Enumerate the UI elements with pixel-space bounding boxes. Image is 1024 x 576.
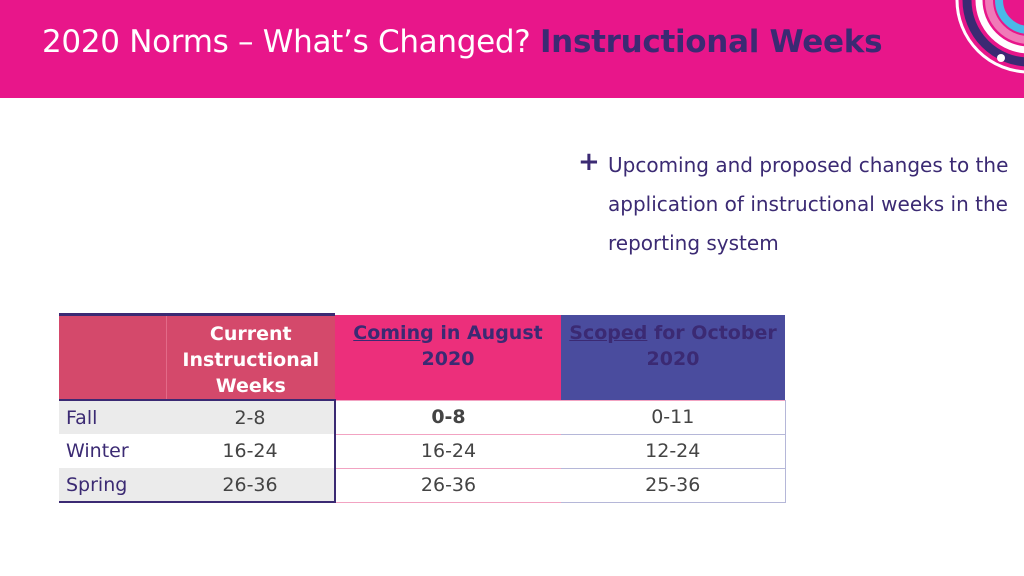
header-coming-underlined: Coming [353,321,434,344]
header-scoped-underlined: Scoped [569,321,648,344]
header-coming: Coming in August 2020 [335,314,561,400]
table-row: Winter 16-24 16-24 12-24 [59,434,786,469]
table-row: Fall 2-8 0-8 0-11 [59,399,786,435]
page-title: 2020 Norms – What’s Changed? Instruction… [42,24,883,60]
header-bar: 2020 Norms – What’s Changed? Instruction… [0,0,1024,98]
coming-weeks: 26-36 [335,468,561,503]
header-coming-rest: in August 2020 [421,321,543,370]
coming-weeks: 16-24 [335,434,561,469]
header-current: Current Instructional Weeks [165,313,335,400]
term-label: Fall [59,399,166,434]
header-empty-cell [59,313,166,400]
header-scoped-rest: for October 2020 [646,321,777,370]
current-weeks: 26-36 [166,468,336,503]
coming-weeks: 0-8 [335,399,561,435]
current-weeks: 16-24 [166,434,336,468]
table-row: Spring 26-36 26-36 25-36 [59,468,786,503]
term-label: Spring [59,468,166,503]
scoped-weeks: 0-11 [561,399,786,435]
decorative-rings-icon [955,0,1024,74]
header-current-label: Current Instructional Weeks [182,323,320,397]
header-scoped: Scoped for October 2020 [561,314,785,400]
current-weeks: 2-8 [166,399,336,434]
instructional-weeks-table: Current Instructional Weeks Coming in Au… [59,313,786,503]
bullet-text: Upcoming and proposed changes to the app… [608,153,1009,255]
bullet-point: + Upcoming and proposed changes to the a… [578,146,1018,263]
scoped-weeks: 12-24 [561,434,786,469]
title-strong: Instructional Weeks [539,24,883,60]
table-header-row: Current Instructional Weeks Coming in Au… [59,313,785,400]
term-label: Winter [59,434,166,468]
scoped-weeks: 25-36 [561,468,786,503]
plus-icon: + [578,147,600,177]
title-main: 2020 Norms – What’s Changed? [42,24,531,60]
